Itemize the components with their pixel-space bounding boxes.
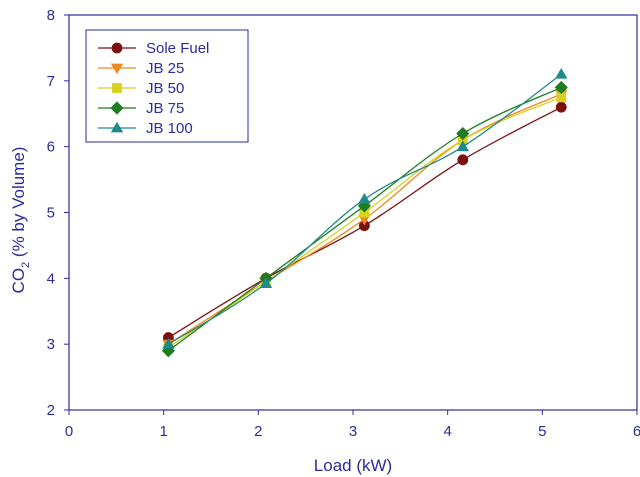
series-jb-75 xyxy=(161,80,568,358)
y-axis-label-prefix: CO xyxy=(9,268,28,294)
x-axis-ticks: 0 1 2 3 4 5 6 xyxy=(65,410,640,440)
data-point-jb-100 xyxy=(358,193,371,204)
x-tick-label: 6 xyxy=(633,423,640,440)
y-tick-label: 5 xyxy=(47,205,55,222)
data-point-jb-50 xyxy=(556,92,567,103)
y-axis-label-subscript: 2 xyxy=(20,262,32,268)
y-tick-label: 7 xyxy=(47,73,55,90)
data-point-jb-100 xyxy=(259,277,273,289)
legend-item-jb-25: JB 25 xyxy=(98,60,184,77)
legend-marker-jb-100 xyxy=(110,121,124,133)
legend: Sole Fuel JB 25 JB 50 JB 75 JB 100 xyxy=(85,29,249,143)
legend-label-jb-100: JB 100 xyxy=(146,120,193,137)
series-jb-100 xyxy=(162,67,568,349)
data-point-jb-100 xyxy=(555,67,568,79)
legend-label-jb-75: JB 75 xyxy=(146,100,184,117)
data-point-jb-100 xyxy=(456,140,470,152)
legend-marker-jb-25 xyxy=(110,63,124,75)
x-tick-label: 3 xyxy=(349,423,357,440)
data-point-jb-75 xyxy=(554,80,568,94)
data-point-jb-75 xyxy=(456,126,470,141)
x-tick-label: 4 xyxy=(443,423,451,440)
y-axis-ticks: 2 3 4 5 6 7 8 xyxy=(47,7,69,419)
y-tick-label: 6 xyxy=(47,139,55,156)
x-tick-label: 1 xyxy=(159,423,167,440)
data-point-jb-100 xyxy=(162,337,175,349)
legend-marker-jb-50 xyxy=(112,83,122,93)
x-tick-label: 0 xyxy=(65,423,73,440)
data-point-sole-fuel xyxy=(555,101,567,113)
data-point-sole-fuel xyxy=(457,154,469,166)
legend-label-jb-25: JB 25 xyxy=(146,60,184,77)
legend-label-jb-50: JB 50 xyxy=(146,80,184,97)
legend-marker-jb-75 xyxy=(110,101,124,115)
legend-item-jb-75: JB 75 xyxy=(98,100,184,117)
y-axis-label-suffix: (% by Volume) xyxy=(9,147,28,262)
x-tick-label: 5 xyxy=(538,423,546,440)
y-tick-label: 8 xyxy=(47,7,55,24)
legend-item-jb-50: JB 50 xyxy=(98,80,184,97)
y-tick-label: 2 xyxy=(47,402,55,419)
legend-label-sole-fuel: Sole Fuel xyxy=(146,40,209,57)
legend-item-sole-fuel: Sole Fuel xyxy=(98,40,209,57)
legend-marker-sole-fuel xyxy=(111,42,123,54)
y-axis-label: CO2 (% by Volume) xyxy=(9,147,32,294)
data-series xyxy=(161,67,568,358)
legend-item-jb-100: JB 100 xyxy=(98,120,193,137)
y-tick-label: 3 xyxy=(47,336,55,353)
y-tick-label: 4 xyxy=(47,270,55,287)
x-axis-label: Load (kW) xyxy=(314,456,392,475)
x-tick-label: 2 xyxy=(254,423,262,440)
